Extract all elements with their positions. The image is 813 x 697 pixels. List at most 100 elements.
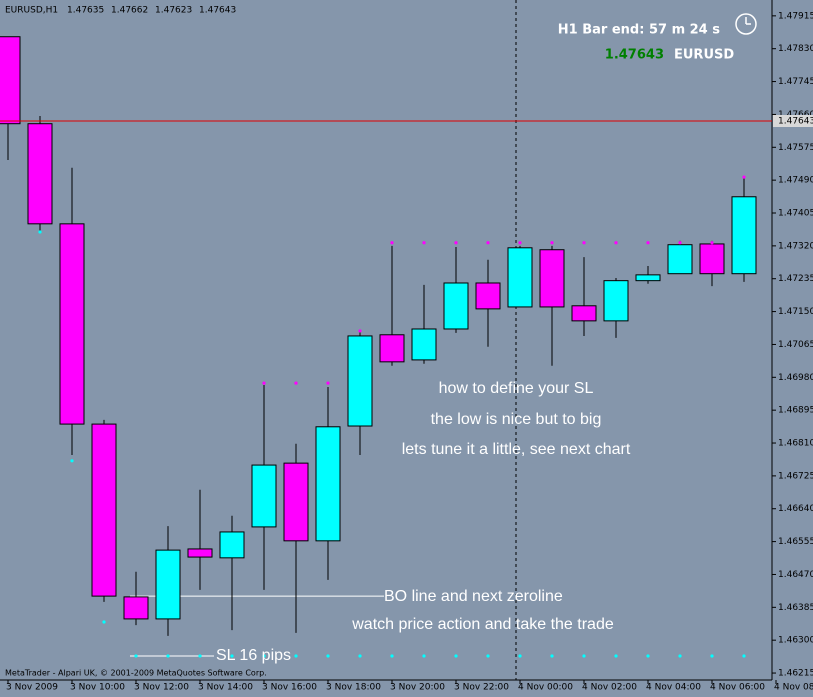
y-tick-label: 1.47405 — [778, 209, 813, 219]
price-label: 1.47643 — [778, 117, 813, 127]
marker-dot — [262, 381, 266, 385]
annotation: watch price action and take the trade — [351, 616, 614, 633]
marker-dot — [166, 654, 170, 658]
candle-body — [315, 426, 341, 542]
marker-dot — [422, 654, 426, 658]
y-tick-label: 1.46470 — [778, 570, 813, 580]
candle-body — [667, 244, 693, 275]
y-tick-label: 1.47150 — [778, 307, 813, 317]
x-tick-label: 3 Nov 20:00 — [390, 683, 445, 693]
y-tick-label: 1.46555 — [778, 537, 813, 547]
x-tick-label: 3 Nov 10:00 — [70, 683, 125, 693]
marker-dot — [390, 654, 394, 658]
marker-dot — [678, 654, 682, 658]
candle-body — [219, 531, 245, 559]
marker-dot — [518, 654, 522, 658]
y-tick-label: 1.47830 — [778, 44, 813, 54]
marker-dot — [486, 241, 490, 245]
candle-body — [507, 247, 533, 308]
candle-body — [571, 305, 597, 322]
marker-dot — [326, 654, 330, 658]
y-tick-label: 1.46640 — [778, 504, 813, 514]
marker-dot — [710, 241, 714, 245]
annotation: SL 16 pips — [216, 647, 291, 664]
candle-body — [123, 596, 149, 620]
symbol: EURUSD — [674, 48, 734, 63]
candle-body — [379, 334, 405, 363]
y-tick-label: 1.47490 — [778, 176, 813, 186]
marker-dot — [390, 241, 394, 245]
marker-dot — [582, 654, 586, 658]
candle-body — [59, 223, 85, 425]
footer: MetaTrader - Alpari UK, © 2001-2009 Meta… — [5, 669, 267, 678]
candle-body — [475, 282, 501, 310]
y-tick-label: 1.47320 — [778, 241, 813, 251]
marker-dot — [454, 654, 458, 658]
marker-dot — [70, 459, 74, 463]
marker-dot — [614, 654, 618, 658]
candle-body — [251, 464, 277, 528]
marker-dot — [646, 654, 650, 658]
marker-dot — [550, 241, 554, 245]
candle-body — [603, 280, 629, 322]
x-tick-label: 3 Nov 16:00 — [262, 683, 317, 693]
y-tick-label: 1.46300 — [778, 636, 813, 646]
marker-dot — [742, 175, 746, 179]
marker-dot — [710, 654, 714, 658]
y-tick-label: 1.46895 — [778, 406, 813, 416]
marker-dot — [262, 654, 266, 658]
clock-icon — [735, 13, 757, 35]
y-tick-label: 1.46725 — [778, 471, 813, 481]
x-tick-label: 4 Nov 04:00 — [646, 683, 701, 693]
y-tick-label: 1.47575 — [778, 143, 813, 153]
candle-body — [91, 423, 117, 597]
y-tick-label: 1.46980 — [778, 373, 813, 383]
annotation: BO line and next zeroline — [384, 588, 563, 605]
marker-dot — [614, 241, 618, 245]
annotation: the low is nice but to big — [431, 411, 602, 428]
x-tick-label: 3 Nov 2009 — [6, 683, 58, 693]
chart-title: EURUSD,H1 — [5, 6, 58, 16]
y-tick-label: 1.47235 — [778, 274, 813, 284]
candle-body — [187, 548, 213, 558]
header-close: 1.47643 — [199, 6, 236, 16]
marker-dot — [358, 329, 362, 333]
y-tick-label: 1.47065 — [778, 340, 813, 350]
candle-body — [155, 549, 181, 620]
y-tick-label: 1.46385 — [778, 603, 813, 613]
candle-body — [635, 274, 661, 282]
x-tick-label: 4 Nov 08 — [774, 683, 813, 693]
marker-dot — [102, 620, 106, 624]
marker-dot — [742, 654, 746, 658]
marker-dot — [486, 654, 490, 658]
marker-dot — [326, 381, 330, 385]
candle-body — [0, 36, 21, 125]
marker-dot — [230, 654, 234, 658]
y-tick-label: 1.47660 — [778, 110, 813, 120]
y-tick-label: 1.47745 — [778, 77, 813, 87]
marker-dot — [678, 241, 682, 245]
marker-dot — [198, 654, 202, 658]
x-tick-label: 4 Nov 06:00 — [710, 683, 765, 693]
candle-body — [347, 335, 373, 427]
x-tick-label: 4 Nov 02:00 — [582, 683, 637, 693]
plot — [0, 36, 757, 658]
candle-body — [731, 196, 757, 275]
marker-dot — [38, 230, 42, 234]
candle-body — [27, 123, 53, 225]
x-tick-label: 3 Nov 22:00 — [454, 683, 509, 693]
candle-body — [283, 462, 309, 542]
marker-dot — [422, 241, 426, 245]
x-tick-label: 3 Nov 14:00 — [198, 683, 253, 693]
annotation: lets tune it a little, see next chart — [402, 441, 631, 458]
candle-body — [699, 243, 725, 275]
marker-dot — [518, 241, 522, 245]
marker-dot — [550, 654, 554, 658]
marker-dot — [134, 654, 138, 658]
y-tick-label: 1.47915 — [778, 11, 813, 21]
marker-dot — [358, 654, 362, 658]
last-price: 1.47643 — [605, 48, 664, 63]
candle-body — [443, 282, 469, 330]
